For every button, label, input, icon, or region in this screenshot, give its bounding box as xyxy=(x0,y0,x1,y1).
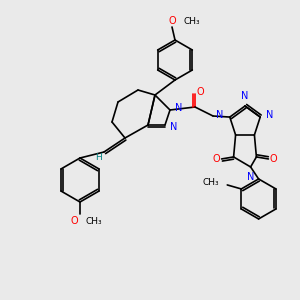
Text: N: N xyxy=(170,122,177,132)
Text: O: O xyxy=(168,16,176,26)
Text: CH₃: CH₃ xyxy=(86,217,103,226)
Text: N: N xyxy=(266,110,274,120)
Text: N: N xyxy=(216,110,224,120)
Text: O: O xyxy=(196,87,204,97)
Text: CH₃: CH₃ xyxy=(202,178,219,188)
Text: O: O xyxy=(270,154,277,164)
Text: N: N xyxy=(241,91,249,101)
Text: CH₃: CH₃ xyxy=(183,16,200,26)
Text: H: H xyxy=(96,152,102,161)
Text: O: O xyxy=(70,216,78,226)
Text: O: O xyxy=(213,154,220,164)
Text: N: N xyxy=(175,103,182,113)
Text: N: N xyxy=(247,172,254,182)
